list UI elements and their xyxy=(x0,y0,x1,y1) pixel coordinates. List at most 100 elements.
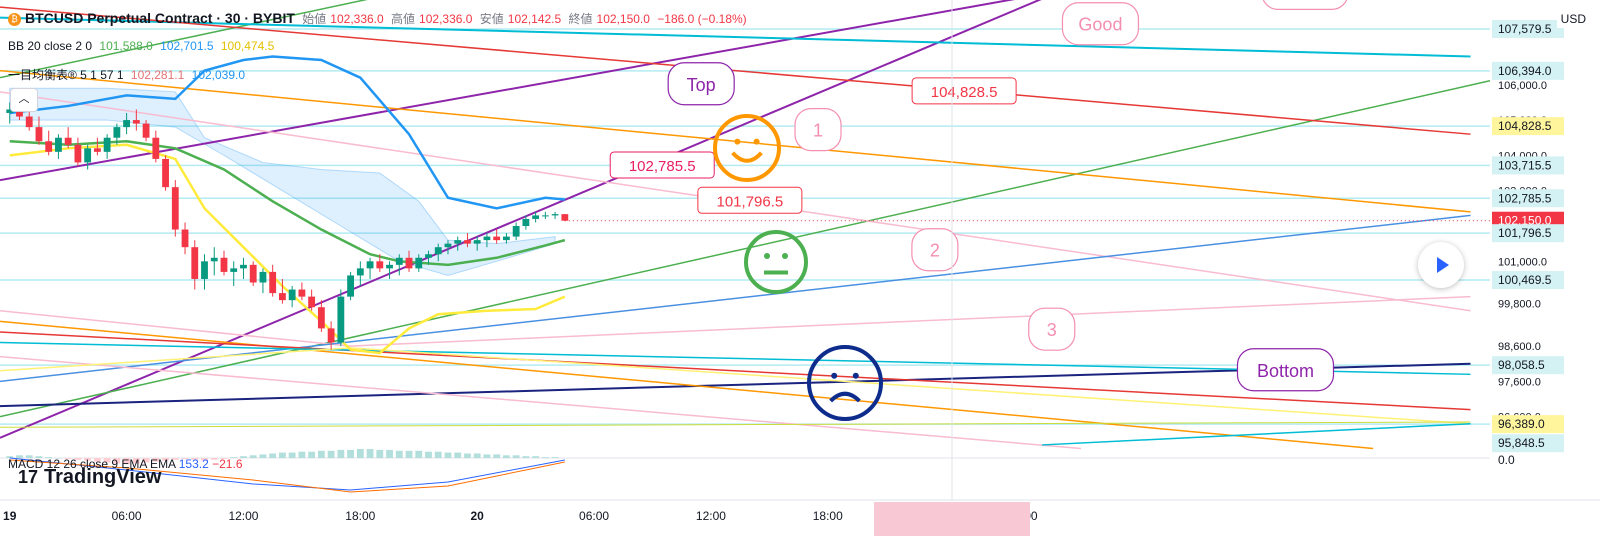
ichimoku-value-1: 102,281.1 xyxy=(130,68,185,82)
macd-bar xyxy=(201,458,208,461)
macd-bar xyxy=(103,458,111,463)
macd-value-1: 153.2 xyxy=(178,457,209,471)
cloud-area xyxy=(9,87,556,276)
drawn-trend-line xyxy=(1041,423,1471,446)
macd-bar xyxy=(327,450,335,458)
macd-bar xyxy=(210,458,218,460)
face-eye xyxy=(734,138,741,145)
symbol-title[interactable]: BTCUSD Perpetual Contract · 30 · BYBIT xyxy=(25,10,295,26)
macd-bar xyxy=(25,455,33,458)
price-tag-label: 100,469.5 xyxy=(1498,273,1552,287)
drawn-trend-line xyxy=(0,362,1471,408)
candle xyxy=(298,289,306,297)
macd-bar xyxy=(464,453,471,458)
macd-bar xyxy=(473,453,481,458)
candle xyxy=(240,264,247,269)
annotation-bubble xyxy=(911,228,959,272)
candle xyxy=(25,116,33,128)
macd-bar xyxy=(84,458,92,461)
bb-upper-line xyxy=(9,55,565,210)
candle xyxy=(113,127,121,138)
macd-bar xyxy=(434,451,442,458)
bb-legend[interactable]: BB 20 close 2 0 101,588.0 102,701.5 100,… xyxy=(8,39,278,53)
price-tick-label: 97,600.0 xyxy=(1498,376,1541,388)
macd-bar xyxy=(45,457,53,458)
price-tick-label: 99,800.0 xyxy=(1498,299,1541,311)
macd-bar xyxy=(288,452,296,458)
candle xyxy=(55,137,62,152)
candle xyxy=(405,257,413,269)
price-axis: 106,000.0105,000.0104,000.0103,000.0101,… xyxy=(1490,0,1600,536)
candle xyxy=(45,141,53,152)
bb-basis-line xyxy=(9,139,566,267)
candle xyxy=(347,275,354,297)
drawn-trend-line xyxy=(0,320,1374,450)
annotation-label: 1 xyxy=(813,121,823,141)
face-eye xyxy=(782,253,788,259)
tradingview-logo-text: TradingView xyxy=(44,466,162,488)
signal-line xyxy=(9,459,565,493)
candle xyxy=(386,264,393,269)
candle xyxy=(64,137,72,145)
macd-zero-label: 0.0 xyxy=(1498,453,1515,467)
currency-label[interactable]: USD xyxy=(1556,10,1590,28)
candle xyxy=(512,226,520,237)
play-button[interactable] xyxy=(1418,242,1464,288)
candle xyxy=(230,268,238,272)
candle xyxy=(210,257,218,262)
macd-bar xyxy=(541,457,549,458)
macd-bar xyxy=(93,458,101,462)
macd-bar xyxy=(356,449,364,458)
drawn-trend-line xyxy=(0,347,1471,425)
face-icon xyxy=(713,114,781,182)
macd-bar xyxy=(551,457,559,458)
macd-bar xyxy=(376,449,384,458)
price-callout-label: 101,796.5 xyxy=(717,193,784,210)
price-callout-box xyxy=(697,186,803,214)
macd-bar xyxy=(6,456,14,458)
macd-label: MACD 12 26 close 9 EMA EMA xyxy=(8,457,176,471)
annotation-label: 3 xyxy=(1047,320,1057,340)
candle xyxy=(279,293,286,301)
macd-bar xyxy=(230,457,238,458)
price-tag xyxy=(1492,156,1564,175)
annotation-label: 2 xyxy=(930,241,940,261)
candle xyxy=(522,218,530,226)
candle xyxy=(181,229,189,248)
annotations: TopGoodGreatBottom123102,785.5101,796.51… xyxy=(609,0,1348,392)
price-tag xyxy=(1492,415,1564,434)
macd-bar xyxy=(317,450,325,458)
time-tick-label: 06:00 xyxy=(112,509,142,523)
change-value: −186.0 (−0.18%) xyxy=(657,12,747,26)
candle xyxy=(123,120,131,128)
candle xyxy=(415,257,423,269)
price-tag xyxy=(1492,224,1564,243)
candle xyxy=(201,261,208,279)
candle xyxy=(454,240,462,244)
candle xyxy=(464,240,471,244)
face-mouth xyxy=(731,151,763,163)
price-tag-label: 104,828.5 xyxy=(1498,119,1552,133)
macd-bar xyxy=(220,458,228,459)
collapse-legend-button[interactable]: ︿ xyxy=(10,88,38,112)
price-tag-label: 98,058.5 xyxy=(1498,358,1545,372)
candle xyxy=(35,127,43,142)
macd-bar xyxy=(532,456,540,458)
candle xyxy=(132,120,140,124)
candle xyxy=(152,137,160,159)
ichimoku-legend[interactable]: 一目均衡表® 5 1 57 1 102,281.1 102,039.0 xyxy=(8,66,249,83)
candle xyxy=(356,268,364,276)
macd-legend[interactable]: MACD 12 26 close 9 EMA EMA 153.2 −21.6 xyxy=(8,457,243,471)
price-tag-label: 102,785.5 xyxy=(1498,191,1552,205)
candle xyxy=(288,289,296,301)
face-mouth xyxy=(829,391,861,403)
macd-bar xyxy=(493,454,501,458)
macd-bar xyxy=(386,449,393,458)
ichimoku-cloud xyxy=(9,87,556,276)
bb-label: BB 20 close 2 0 xyxy=(8,39,93,53)
high-label: 高値 xyxy=(391,12,416,26)
macd-value-2: −21.6 xyxy=(212,457,243,471)
tradingview-logo: 17 TradingView xyxy=(18,466,161,489)
macd-bar xyxy=(415,450,423,458)
